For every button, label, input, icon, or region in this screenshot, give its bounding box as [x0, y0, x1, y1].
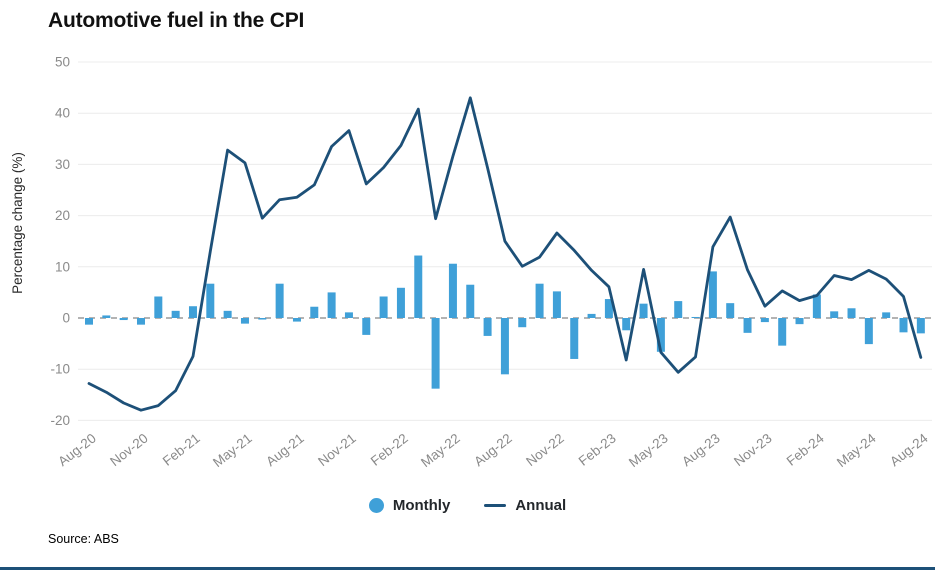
legend-item-monthly[interactable]: Monthly [368, 496, 451, 514]
monthly-bar[interactable] [362, 318, 371, 335]
monthly-bar[interactable] [154, 296, 163, 318]
monthly-bar[interactable] [726, 303, 735, 318]
monthly-bar[interactable] [639, 303, 648, 318]
monthly-bar[interactable] [708, 271, 717, 318]
x-tick-label: Feb-23 [576, 431, 619, 469]
monthly-bar[interactable] [431, 318, 440, 389]
monthly-bar[interactable] [552, 291, 561, 318]
x-tick-label: Aug-23 [679, 431, 723, 470]
monthly-bar[interactable] [899, 318, 908, 333]
monthly-bar[interactable] [310, 306, 319, 318]
monthly-bar[interactable] [206, 283, 215, 318]
monthly-bar[interactable] [483, 318, 492, 336]
monthly-bar[interactable] [518, 318, 527, 328]
x-tick-label: May-22 [418, 431, 463, 471]
legend-label-annual: Annual [515, 496, 567, 514]
x-tick-label: May-21 [210, 431, 255, 471]
monthly-swatch-icon [368, 497, 384, 513]
monthly-bar[interactable] [258, 318, 267, 320]
monthly-bar[interactable] [812, 294, 821, 318]
line-group [87, 96, 923, 412]
monthly-bar[interactable] [604, 299, 613, 318]
x-tick-label: Aug-21 [263, 431, 307, 470]
monthly-bar[interactable] [760, 318, 769, 323]
x-tick-label: Feb-21 [160, 431, 203, 469]
annual-line-swatch-icon [484, 503, 507, 507]
y-tick-label: -10 [50, 362, 70, 377]
source-note: Source: ABS [48, 532, 119, 546]
monthly-bar[interactable] [830, 311, 839, 318]
x-tick-label: Nov-21 [315, 431, 359, 470]
chart-title: Automotive fuel in the CPI [48, 9, 305, 32]
y-tick-label: 20 [55, 208, 70, 223]
monthly-bar[interactable] [344, 312, 353, 318]
monthly-bar[interactable] [466, 284, 475, 318]
monthly-bar[interactable] [622, 318, 631, 331]
x-tick-label: Aug-20 [55, 431, 99, 470]
x-tick-label: Aug-24 [887, 430, 931, 469]
monthly-bar[interactable] [188, 306, 197, 318]
monthly-bar[interactable] [778, 318, 787, 346]
legend-label-monthly: Monthly [392, 496, 451, 514]
monthly-bar[interactable] [535, 283, 544, 318]
y-tick-label: 10 [55, 259, 70, 274]
monthly-bar[interactable] [864, 318, 873, 345]
x-tick-label: Nov-20 [107, 431, 151, 470]
monthly-bar[interactable] [327, 292, 336, 318]
x-tick-label: Nov-23 [731, 431, 775, 470]
monthly-bar[interactable] [136, 318, 145, 325]
legend: Monthly Annual [0, 494, 935, 516]
x-tick-label: Feb-24 [784, 430, 827, 468]
y-tick-label: 40 [55, 106, 70, 121]
monthly-bar[interactable] [240, 318, 249, 324]
monthly-bar[interactable] [379, 296, 388, 318]
x-tick-label: Feb-22 [368, 431, 411, 469]
monthly-bar[interactable] [500, 318, 509, 375]
monthly-bar[interactable] [847, 308, 856, 318]
x-tick-label: May-23 [626, 431, 671, 471]
y-tick-label: 30 [55, 157, 70, 172]
monthly-bar[interactable] [396, 287, 405, 318]
monthly-bar[interactable] [916, 318, 925, 334]
monthly-bar[interactable] [85, 318, 93, 325]
monthly-bar[interactable] [414, 255, 423, 318]
monthly-bar[interactable] [570, 318, 579, 359]
monthly-bar[interactable] [102, 315, 111, 318]
monthly-bar[interactable] [223, 310, 232, 318]
y-tick-label: 50 [55, 55, 70, 70]
x-tick-label: May-24 [834, 430, 879, 470]
monthly-bar[interactable] [171, 310, 180, 318]
monthly-bar[interactable] [795, 318, 804, 325]
monthly-bar[interactable] [587, 313, 596, 318]
monthly-bar[interactable] [882, 312, 891, 318]
monthly-bar[interactable] [743, 318, 752, 333]
annual-line[interactable] [87, 96, 923, 412]
bottom-border [0, 567, 935, 570]
monthly-bar[interactable] [448, 263, 457, 318]
monthly-bar[interactable] [292, 318, 301, 322]
x-tick-label: Nov-22 [523, 431, 567, 470]
monthly-bar[interactable] [275, 283, 284, 318]
chart-canvas: 50 40 30 20 10 0 -10 -20 Percentage change (%) Au… [10, 55, 932, 471]
y-tick-label: -20 [50, 413, 70, 428]
monthly-bar[interactable] [119, 318, 128, 321]
x-tick-label: Aug-22 [471, 431, 515, 470]
y-axis-title: Percentage change (%) [10, 152, 25, 294]
monthly-bar[interactable] [656, 318, 665, 352]
monthly-bar[interactable] [691, 316, 700, 318]
y-tick-label: 0 [62, 311, 70, 326]
legend-item-annual[interactable]: Annual [484, 497, 566, 514]
bars-group [85, 255, 925, 389]
monthly-bar[interactable] [674, 301, 683, 318]
